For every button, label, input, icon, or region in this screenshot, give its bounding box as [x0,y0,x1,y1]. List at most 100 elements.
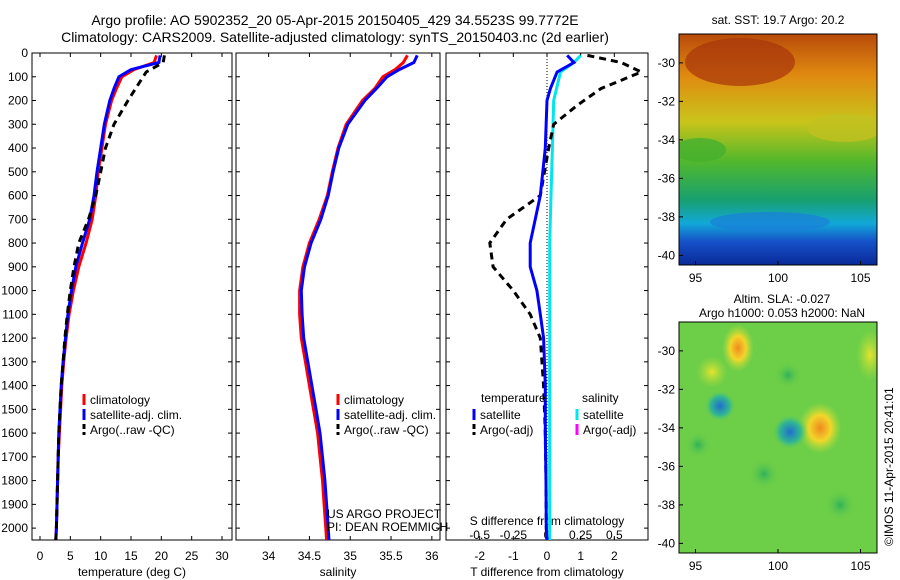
sla-low-anomaly [772,414,808,450]
depth-tick-label: 100 [8,70,28,84]
temperature-axis-tick-label: 10 [94,549,108,563]
depth-tick-label: 1600 [1,426,28,440]
depth-tick-label: 1700 [1,450,28,464]
difference-legend-entry-label: satellite [480,408,521,422]
temp-diff-axis-tick-label: -1 [508,549,519,563]
sst-map-title: sat. SST: 19.7 Argo: 20.2 [712,13,845,27]
depth-tick-label: 900 [8,260,28,274]
difference-panel: -2 -1 0 1 2 T difference from climatology -0.5… [445,52,649,579]
temperature-legend-entry-label: Argo(..raw -QC) [90,423,175,437]
sal-diff-tick-label: -0.25 [500,528,528,542]
temperature-axis-tick-label: 30 [215,549,229,563]
temperature-legend-entry-label: climatology [90,393,150,407]
project-credit-line2: PI: DEAN ROEMMICH [327,520,448,534]
difference-legend-entry-label: satellite [583,408,624,422]
map-lat-tick-label: -38 [658,210,676,224]
temperature-axis-tick-label: 20 [155,549,169,563]
temperature-axis-tick-label: 5 [67,549,74,563]
sla-high-anomaly [722,324,754,372]
salinity-axis-tick-label: 36 [425,549,439,563]
salinity-legend-entry-label: Argo(..raw -QC) [344,423,429,437]
map-lat-tick-label: -38 [658,498,676,512]
salinity-axis-tick-label: 34 [262,549,276,563]
temperature-argo-line [488,53,646,541]
figure-title-line2: Climatology: CARS2009. Satellite-adjuste… [61,29,609,45]
temperature-panel: 0 100 200 300 400 500 600 700 800 900 1000 1100 1200… [1,46,233,579]
map-lon-tick-label: 105 [850,271,870,285]
sla-low-anomaly [684,431,712,459]
sst-patch [679,138,726,162]
temperature-axis-tick-label: 15 [124,549,138,563]
salinity-axis-label: salinity [320,565,357,579]
depth-tick-label: 400 [8,141,28,155]
temp-diff-axis-label: T difference from climatology [470,565,624,579]
plot-frame [235,52,441,541]
map-lat-tick-label: -36 [658,171,676,185]
temperature-axis-tick-label: 25 [185,549,199,563]
temperature-axis-label: temperature (deg C) [78,565,186,579]
difference-legend-temp-title: temperature [481,391,546,405]
sla-low-anomaly [704,390,736,422]
sst-warm-core [685,38,795,86]
plot-frame [31,52,233,541]
map-lat-tick-label: -36 [658,459,676,473]
sla-high-anomaly [696,356,728,388]
map-lat-tick-label: -40 [658,248,676,262]
depth-tick-label: 600 [8,189,28,203]
sst-patch [807,114,877,142]
temp-diff-axis-tick-label: 2 [611,549,618,563]
map-lat-tick-label: -34 [658,133,676,147]
depth-tick-label: 800 [8,236,28,250]
map-lon-tick-label: 100 [768,559,788,573]
salinity-axis-tick-label: 35.5 [379,549,403,563]
map-lon-tick-label: 95 [689,559,703,573]
sla-map: 95 100 105 -30 -32 -34 -36 -38 -40 [658,321,878,573]
depth-tick-label: 300 [8,117,28,131]
map-lat-tick-label: -30 [658,344,676,358]
depth-tick-label: 1500 [1,402,28,416]
map-lat-tick-label: -34 [658,421,676,435]
map-lat-tick-label: -30 [658,56,676,70]
temp-diff-axis-tick-label: -2 [474,549,485,563]
sst-patch [710,212,830,232]
difference-legend-entry-label: Argo(-adj) [480,423,533,437]
sla-low-anomaly [824,489,856,521]
map-lon-tick-label: 100 [768,271,788,285]
sla-high-anomaly [798,402,842,454]
depth-tick-label: 500 [8,165,28,179]
figure-title-line1: Argo profile: AO 5902352_20 05-Apr-2015 … [91,12,579,28]
sla-high-anomaly [856,329,877,381]
depth-tick-label: 700 [8,212,28,226]
depth-tick-label: 1800 [1,474,28,488]
sal-diff-tick-label: 0.5 [606,528,623,542]
depth-tick-label: 1100 [2,307,28,321]
sal-diff-tick-label: 0.25 [569,528,593,542]
salinity-legend-entry-label: satellite-adj. clim. [344,408,436,422]
salinity-axis-tick-label: 34.5 [298,549,322,563]
temperature-series-line [54,55,162,541]
depth-tick-label: 0 [21,46,28,60]
map-lat-tick-label: -32 [658,94,676,108]
sla-low-anomaly [774,361,802,389]
salinity-series-line [298,54,409,541]
sla-map-title-line2: Argo h1000: 0.053 h2000: NaN [699,306,865,320]
sal-diff-tick-label: -0.5 [469,528,490,542]
depth-tick-label: 1200 [1,331,28,345]
map-lat-tick-label: -32 [658,382,676,396]
depth-tick-label: 2000 [1,521,28,535]
depth-tick-label: 200 [8,94,28,108]
depth-tick-label: 1400 [1,379,28,393]
salinity-panel: 34 34.5 35 35.5 36 salinity climatologysatelli… [235,52,441,579]
salinity-series-line [299,54,419,541]
sla-map-title-line1: Altim. SLA: -0.027 [734,292,831,306]
map-lat-tick-label: -40 [658,536,676,550]
sla-low-anomaly [748,458,780,490]
difference-legend-entry-label: Argo(-adj) [583,423,636,437]
project-credit-line1: US ARGO PROJECT [327,507,442,521]
salinity-satellite-line [548,54,582,540]
difference-legend-sal-title: salinity [582,391,619,405]
sst-map: 95 100 105 -30 -32 -34 -36 -38 -40 [658,33,878,285]
salinity-axis-tick-label: 35 [344,549,358,563]
depth-tick-label: 1000 [1,284,28,298]
